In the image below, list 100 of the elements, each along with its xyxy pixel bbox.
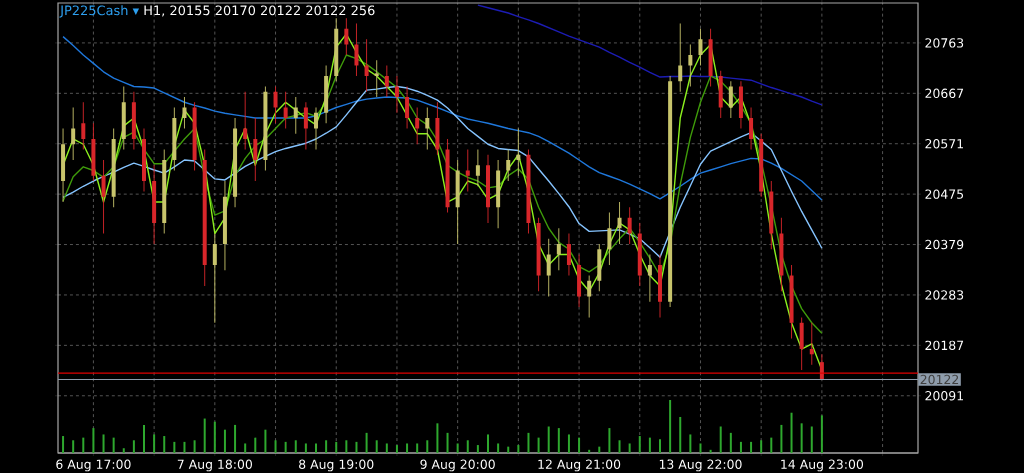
candlestick — [182, 96, 187, 129]
candlestick — [779, 217, 784, 292]
x-tick-label: 6 Aug 17:00 — [56, 459, 131, 472]
bar — [234, 424, 237, 453]
bar — [304, 443, 307, 453]
bar — [578, 437, 581, 453]
bar — [537, 437, 540, 453]
bar — [739, 441, 742, 453]
y-tick-label: 20379 — [925, 239, 964, 250]
candlestick — [637, 222, 642, 287]
y-tick-label: 20283 — [925, 290, 964, 300]
candlestick — [253, 117, 258, 182]
candlestick — [61, 128, 66, 203]
bar — [375, 440, 378, 453]
bar — [173, 441, 176, 453]
candlestick — [384, 65, 389, 98]
bar — [82, 437, 85, 453]
candlestick — [131, 91, 136, 150]
bar — [112, 437, 115, 453]
bar — [72, 440, 75, 453]
bar — [345, 440, 348, 453]
bar — [780, 424, 783, 453]
candlestick — [475, 149, 480, 187]
bar — [365, 432, 368, 453]
bar — [436, 423, 439, 453]
x-tick-label: 12 Aug 21:00 — [538, 459, 621, 472]
bar — [760, 440, 763, 453]
bar — [163, 436, 166, 453]
candlestick — [749, 107, 754, 150]
candlestick — [283, 91, 288, 129]
bar — [284, 441, 287, 453]
bar — [223, 429, 226, 453]
candlestick — [202, 149, 207, 287]
candlestick — [627, 206, 632, 245]
bar — [203, 418, 206, 453]
candlestick — [759, 133, 764, 198]
candlestick — [597, 243, 602, 292]
bar — [557, 428, 560, 453]
candlestick — [314, 107, 318, 150]
candlestick — [273, 86, 278, 124]
bar — [608, 428, 611, 453]
bar — [416, 443, 419, 453]
bar — [770, 437, 773, 453]
bar — [132, 440, 135, 453]
bar — [497, 443, 500, 453]
y-tick-label: 20475 — [925, 189, 964, 199]
candlestick — [91, 122, 96, 182]
candlestick — [162, 149, 167, 234]
bar — [820, 415, 823, 453]
bar — [729, 432, 732, 453]
bar — [446, 432, 449, 453]
bar — [183, 441, 186, 453]
bar — [456, 443, 459, 453]
bar — [567, 434, 570, 453]
bar — [244, 443, 247, 453]
candlestick — [577, 254, 582, 308]
bar — [689, 434, 692, 453]
candlestick — [445, 138, 450, 213]
candlestick — [465, 149, 470, 192]
bar — [294, 440, 297, 453]
bar — [395, 445, 398, 453]
ref-line-label: 20122 — [920, 374, 959, 385]
bar — [62, 436, 65, 453]
bar — [426, 440, 429, 453]
candlestick — [486, 154, 490, 224]
bar — [679, 416, 682, 453]
bar — [648, 437, 651, 453]
candlestick — [819, 353, 824, 380]
candlestick — [344, 17, 349, 56]
candlestick — [263, 86, 268, 171]
bar — [355, 441, 358, 453]
y-tick-label: 20763 — [925, 38, 964, 48]
bar — [588, 449, 591, 453]
bar — [385, 443, 388, 453]
y-tick-label: 20571 — [925, 139, 963, 149]
bar — [628, 443, 631, 453]
candlestick — [415, 107, 420, 145]
candlestick — [587, 275, 592, 318]
bar — [659, 439, 661, 453]
candlestick — [435, 101, 440, 156]
candlestick — [233, 117, 238, 208]
candlestick — [728, 80, 733, 119]
candlestick — [243, 91, 248, 150]
bar — [598, 446, 601, 453]
candlestick — [809, 322, 814, 366]
y-tick-label: 20091 — [925, 391, 963, 401]
candlestick — [799, 317, 804, 371]
candlestick — [374, 59, 379, 98]
candlestick — [789, 264, 794, 339]
candlestick — [688, 44, 693, 87]
candlestick — [506, 149, 511, 182]
bar — [406, 443, 409, 453]
candlestick — [708, 28, 713, 87]
candlestick — [658, 254, 662, 318]
bar — [476, 445, 479, 453]
candlestick — [425, 107, 430, 150]
bar — [618, 440, 621, 453]
bar — [122, 448, 125, 453]
bar — [790, 412, 793, 453]
candlestick — [334, 17, 339, 82]
